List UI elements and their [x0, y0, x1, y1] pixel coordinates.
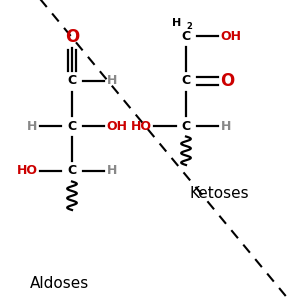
Text: OH: OH	[106, 119, 128, 133]
Text: C: C	[182, 119, 190, 133]
Text: H: H	[106, 74, 117, 88]
Text: C: C	[68, 74, 76, 88]
Text: HO: HO	[130, 119, 152, 133]
Text: C: C	[68, 164, 76, 178]
Text: O: O	[220, 72, 235, 90]
Text: Ketoses: Ketoses	[189, 186, 249, 201]
Text: OH: OH	[220, 29, 242, 43]
Text: 2: 2	[187, 22, 193, 31]
Text: C: C	[68, 119, 76, 133]
Text: O: O	[65, 28, 79, 46]
Text: H: H	[220, 119, 231, 133]
Text: H: H	[106, 164, 117, 178]
Text: C: C	[182, 74, 190, 88]
Text: C: C	[182, 29, 190, 43]
Text: H: H	[172, 19, 182, 28]
Text: H: H	[27, 119, 38, 133]
Text: HO: HO	[16, 164, 38, 178]
Text: Aldoses: Aldoses	[30, 276, 90, 291]
